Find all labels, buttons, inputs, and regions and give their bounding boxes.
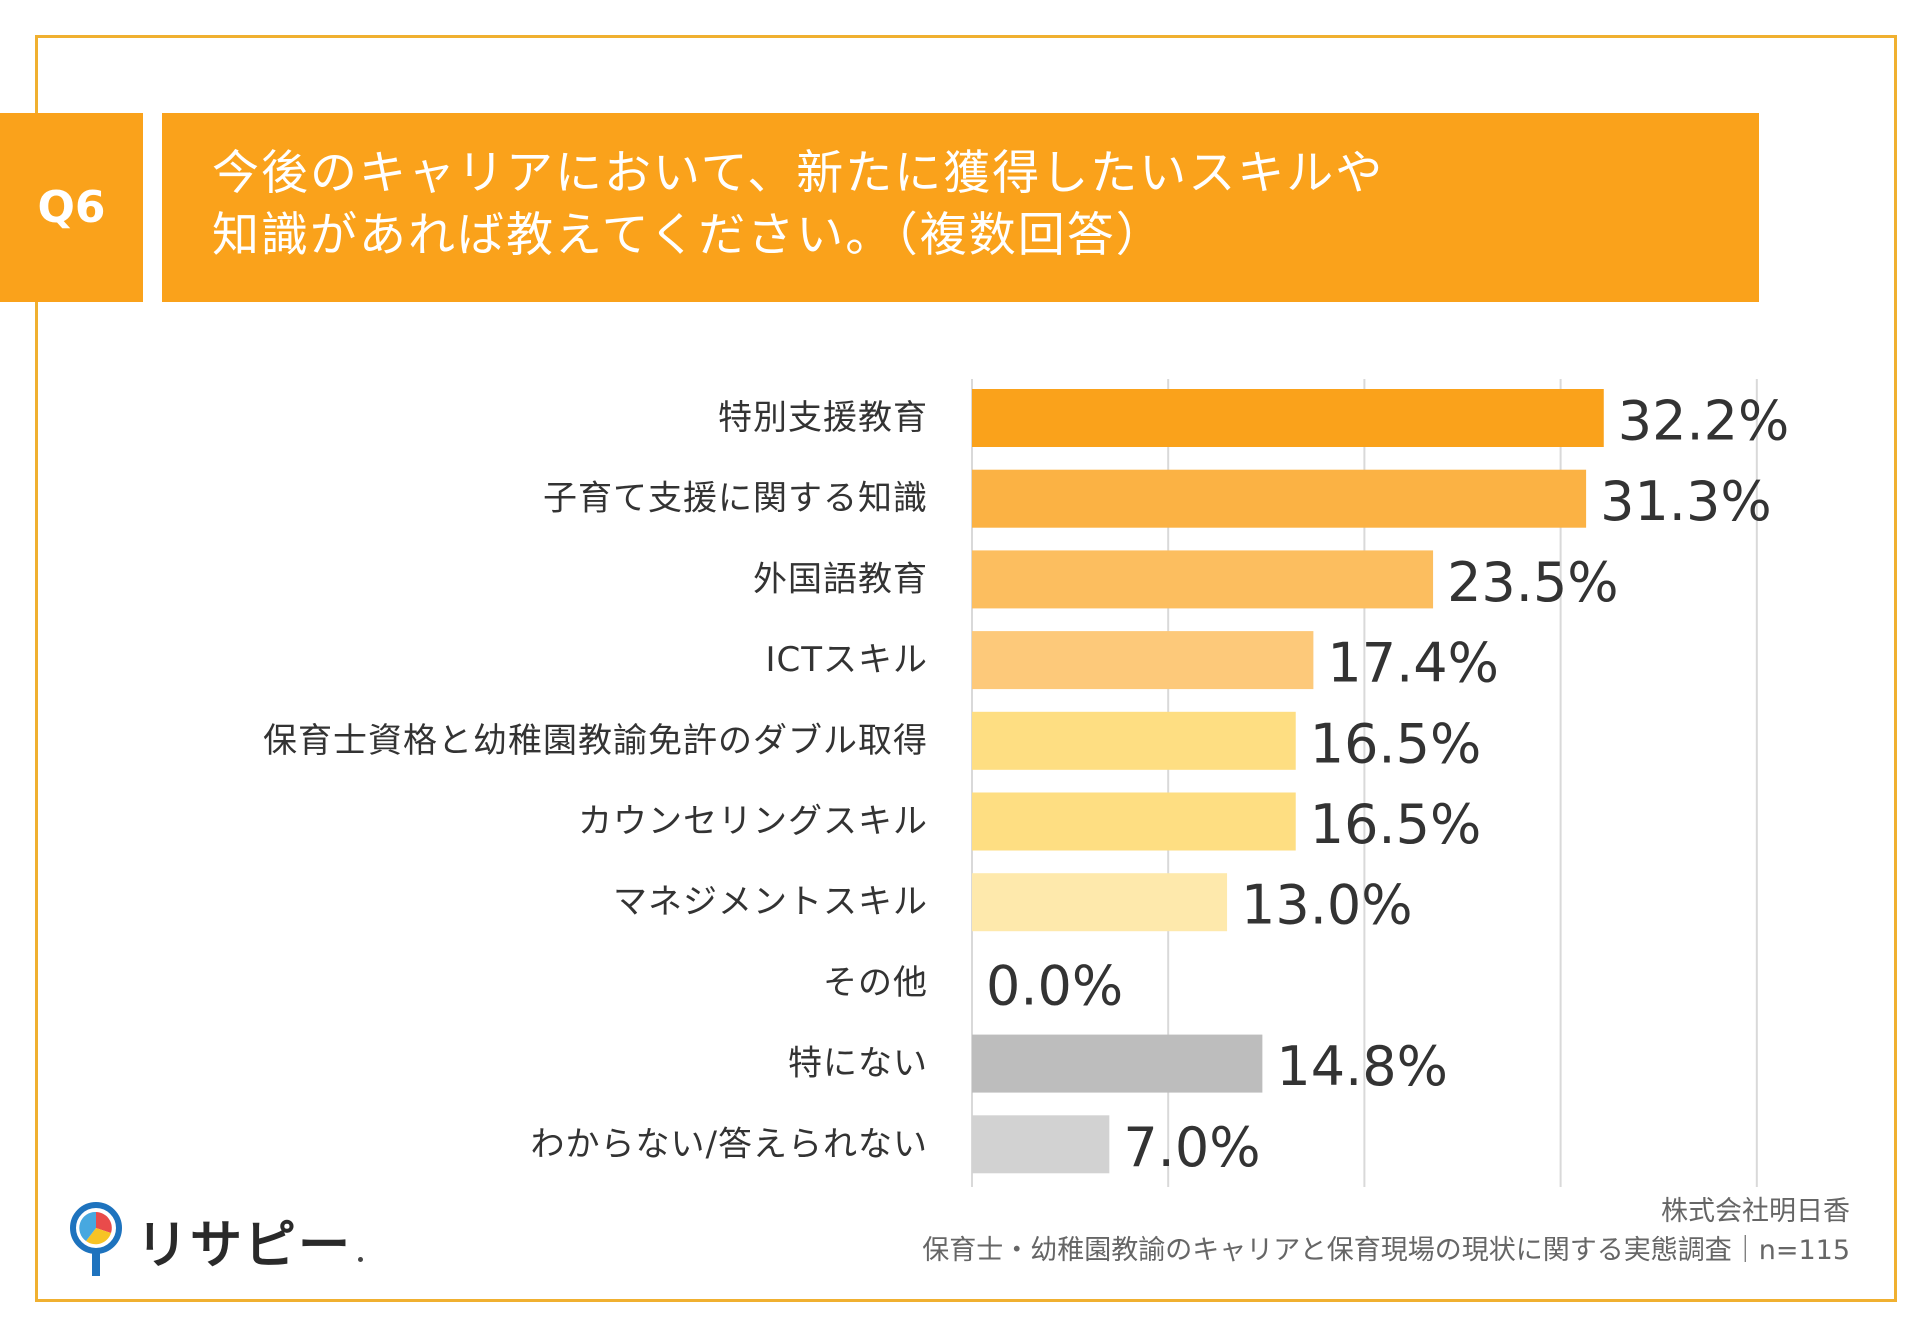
value-label-5: 16.5%: [1310, 793, 1482, 856]
question-number-badge: Q6: [0, 113, 143, 302]
value-label-8: 14.8%: [1276, 1035, 1448, 1098]
question-banner: 今後のキャリアにおいて、新たに獲得したいスキルや 知識があれば教えてください。（…: [162, 113, 1759, 302]
category-label-8: 特にない: [788, 1044, 928, 1084]
bar-0: [972, 389, 1604, 447]
bar-1: [972, 469, 1587, 528]
category-label-9: わからない/答えられない: [531, 1124, 928, 1164]
logo-dot: [358, 1257, 363, 1262]
category-label-0: 特別支援教育: [718, 398, 928, 438]
footer-survey: 保育士・幼稚園教諭のキャリアと保育現場の現状に関する実態調査｜n=115: [922, 1235, 1850, 1266]
category-label-5: カウンセリングスキル: [578, 802, 928, 842]
value-label-1: 31.3%: [1600, 470, 1772, 533]
risapy-logo: リサピー: [68, 1200, 363, 1280]
value-label-6: 13.0%: [1241, 874, 1413, 937]
logo-pin-icon: [70, 1202, 122, 1276]
footer-company: 株式会社明日香: [1661, 1196, 1850, 1227]
value-label-7: 0.0%: [986, 954, 1123, 1017]
logo-text: リサピー: [136, 1215, 353, 1276]
bar-3: [972, 631, 1314, 690]
chart-frame: [35, 35, 1897, 1302]
value-label-3: 17.4%: [1327, 632, 1499, 695]
value-label-9: 7.0%: [1123, 1116, 1260, 1179]
category-label-2: 外国語教育: [753, 559, 928, 599]
value-label-4: 16.5%: [1310, 712, 1482, 775]
value-label-2: 23.5%: [1447, 551, 1619, 614]
category-label-3: ICTスキル: [765, 640, 928, 680]
question-number: Q6: [37, 182, 106, 233]
category-label-7: その他: [823, 963, 928, 1003]
bar-8: [972, 1034, 1263, 1093]
bar-9: [972, 1115, 1110, 1174]
value-label-0: 32.2%: [1618, 390, 1790, 453]
category-label-6: マネジメントスキル: [613, 882, 928, 922]
question-text-line-1: 今後のキャリアにおいて、新たに獲得したいスキルや: [212, 146, 1385, 201]
category-label-4: 保育士資格と幼稚園教諭免許のダブル取得: [263, 721, 928, 761]
bar-5: [972, 792, 1296, 851]
bar-6: [972, 873, 1228, 932]
category-label-1: 子育て支援に関する知識: [543, 479, 928, 519]
bar-2: [972, 550, 1434, 609]
bar-4: [972, 711, 1296, 770]
footer-source: 株式会社明日香 保育士・幼稚園教諭のキャリアと保育現場の現状に関する実態調査｜n…: [922, 1192, 1850, 1270]
question-text-line-2: 知識があれば教えてください。（複数回答）: [212, 208, 1165, 263]
